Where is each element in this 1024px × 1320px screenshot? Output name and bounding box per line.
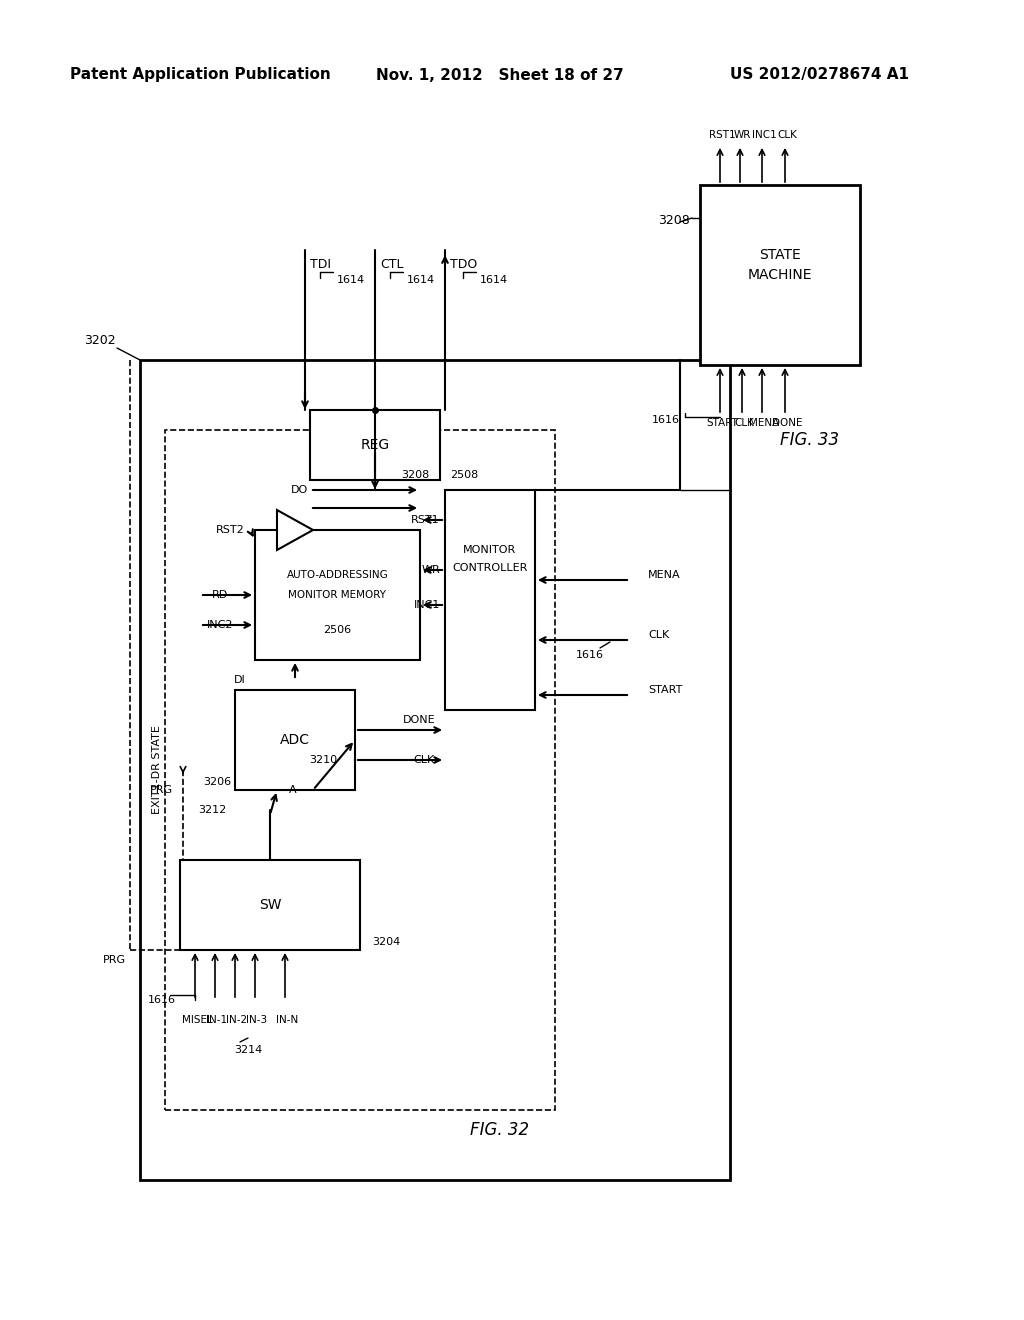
Bar <box>310 411 440 480</box>
Text: RST1: RST1 <box>412 515 440 525</box>
Bar <box>234 690 355 789</box>
Text: A: A <box>289 785 297 795</box>
Text: PRG: PRG <box>102 954 126 965</box>
Text: DI: DI <box>234 675 246 685</box>
Text: REG: REG <box>360 438 389 451</box>
Text: 2506: 2506 <box>324 624 351 635</box>
Text: RST1: RST1 <box>709 129 735 140</box>
Text: 1616: 1616 <box>652 414 680 425</box>
Text: INC1: INC1 <box>752 129 776 140</box>
Text: CLK: CLK <box>648 630 670 640</box>
Text: MONITOR MEMORY: MONITOR MEMORY <box>289 590 386 601</box>
Text: WR: WR <box>733 129 751 140</box>
Text: RD: RD <box>212 590 228 601</box>
Bar <box>140 360 730 1180</box>
Text: INC2: INC2 <box>207 620 233 630</box>
Text: IN-3: IN-3 <box>247 1015 267 1026</box>
Text: STATE: STATE <box>759 248 801 261</box>
Text: IN-1: IN-1 <box>207 1015 227 1026</box>
Text: 1614: 1614 <box>480 275 508 285</box>
Text: CTL: CTL <box>380 259 403 272</box>
Text: MACHINE: MACHINE <box>748 268 812 282</box>
Text: 3208: 3208 <box>400 470 429 480</box>
Text: START: START <box>648 685 682 696</box>
Text: CLK: CLK <box>414 755 435 766</box>
Bar <box>180 861 360 950</box>
Text: SW: SW <box>259 898 282 912</box>
Text: 3204: 3204 <box>372 937 400 946</box>
Text: 1614: 1614 <box>407 275 435 285</box>
Text: RST2: RST2 <box>216 525 245 535</box>
Text: AUTO-ADDRESSING: AUTO-ADDRESSING <box>287 570 388 579</box>
Text: 3212: 3212 <box>198 805 226 814</box>
Text: DONE: DONE <box>772 418 802 428</box>
Text: Nov. 1, 2012   Sheet 18 of 27: Nov. 1, 2012 Sheet 18 of 27 <box>376 67 624 82</box>
Text: IN-2: IN-2 <box>226 1015 248 1026</box>
Text: 2508: 2508 <box>450 470 478 480</box>
Text: IN-N: IN-N <box>275 1015 298 1026</box>
Text: CONTROLLER: CONTROLLER <box>453 564 527 573</box>
Text: US 2012/0278674 A1: US 2012/0278674 A1 <box>730 67 909 82</box>
Text: ADC: ADC <box>280 733 310 747</box>
Text: 3208: 3208 <box>658 214 690 227</box>
Text: DONE: DONE <box>402 715 435 725</box>
Text: TDI: TDI <box>310 259 331 272</box>
Text: 3202: 3202 <box>84 334 116 346</box>
Bar <box>255 531 420 660</box>
Text: MENA: MENA <box>648 570 681 579</box>
Text: INC1: INC1 <box>414 601 440 610</box>
Text: START: START <box>707 418 738 428</box>
Text: CLK: CLK <box>734 418 754 428</box>
Text: TDO: TDO <box>450 259 477 272</box>
Bar <box>445 490 535 710</box>
Text: WR: WR <box>421 565 440 576</box>
Text: 3206: 3206 <box>203 777 231 787</box>
Text: DO: DO <box>292 484 308 495</box>
Text: CLK: CLK <box>777 129 797 140</box>
Text: MISEL: MISEL <box>181 1015 212 1026</box>
Text: MONITOR: MONITOR <box>464 545 517 554</box>
Text: 1616: 1616 <box>148 995 176 1005</box>
Text: EXIT1-DR STATE: EXIT1-DR STATE <box>152 726 162 814</box>
Bar <box>700 185 860 366</box>
Text: 1616: 1616 <box>575 649 604 660</box>
Text: MENA: MENA <box>749 418 779 428</box>
Text: Patent Application Publication: Patent Application Publication <box>70 67 331 82</box>
Text: PRG: PRG <box>150 785 173 795</box>
Text: 3214: 3214 <box>233 1045 262 1055</box>
Text: 1614: 1614 <box>337 275 366 285</box>
Text: FIG. 32: FIG. 32 <box>470 1121 529 1139</box>
Text: FIG. 33: FIG. 33 <box>780 432 840 449</box>
Text: 3210: 3210 <box>309 755 337 766</box>
Polygon shape <box>278 510 313 550</box>
Bar <box>165 430 555 1110</box>
